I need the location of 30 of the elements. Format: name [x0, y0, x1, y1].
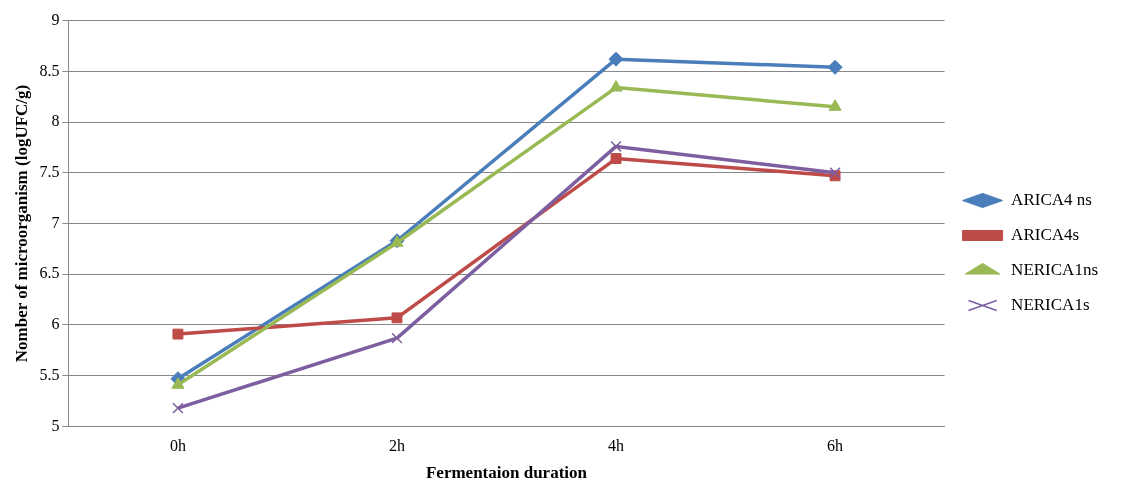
x-tick-label: 0h	[169, 437, 186, 455]
x-tick-label: 6h	[827, 437, 844, 455]
legend-label: ARICA4s	[1011, 224, 1080, 244]
point	[391, 312, 403, 324]
point	[172, 328, 184, 340]
point	[171, 377, 185, 389]
legend-label: NERICA1s	[1011, 294, 1090, 314]
y-axis-title: Nomber of microorganism (logUFC/g)	[11, 84, 31, 363]
point	[391, 332, 403, 344]
x-tick-label: 4h	[608, 437, 625, 455]
legend-label: NERICA1ns	[1011, 259, 1099, 279]
point	[828, 99, 842, 111]
point	[609, 80, 623, 92]
x-axis-title: Fermentaion duration	[425, 463, 588, 483]
y-tick-label: 6	[51, 315, 60, 333]
y-tick-label: 8	[51, 112, 60, 130]
point	[610, 153, 622, 165]
y-tick-label: 8.5	[39, 61, 60, 79]
y-tick-label: 6.5	[39, 264, 60, 282]
y-tick-label: 5	[51, 416, 60, 434]
point	[608, 51, 624, 67]
x-tick-label: 2h	[388, 437, 405, 455]
point	[172, 402, 184, 414]
y-tick-label: 9	[51, 10, 60, 28]
legend-label: ARICA4 ns	[1011, 189, 1092, 209]
y-tick-label: 5.5	[39, 365, 60, 383]
y-tick-label: 7	[51, 213, 60, 231]
point	[827, 59, 843, 75]
point	[610, 140, 622, 153]
y-tick-label: 7.5	[39, 162, 60, 180]
